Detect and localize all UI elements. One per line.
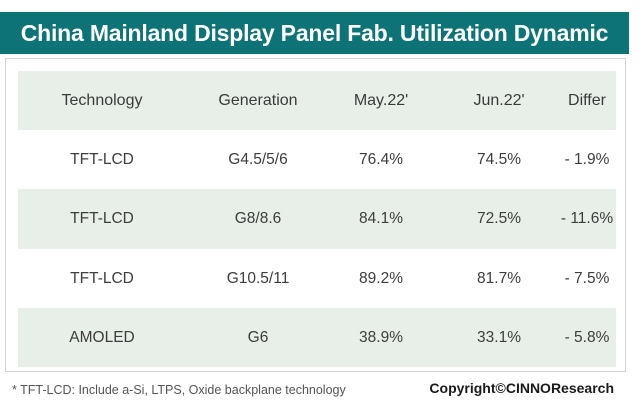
cell-differ: - 1.9% bbox=[564, 150, 610, 168]
cell-may: 84.1% bbox=[359, 210, 403, 227]
utilization-table: Technology Generation May.22' Jun.22' Di… bbox=[5, 58, 626, 372]
cell-technology: TFT-LCD bbox=[70, 150, 134, 168]
table-row: AMOLED G6 38.9% 33.1% - 5.8% bbox=[18, 308, 616, 367]
header-differ: Differ bbox=[568, 91, 606, 109]
copyright-notice: Copyright©CINNOResearch bbox=[429, 380, 614, 396]
cell-differ: - 7.5% bbox=[564, 269, 610, 287]
header-technology: Technology bbox=[61, 91, 143, 109]
cell-may: 38.9% bbox=[359, 328, 403, 346]
header-may: May.22' bbox=[353, 91, 409, 109]
cell-jun: 81.7% bbox=[477, 269, 521, 287]
footnote: * TFT-LCD: Include a-Si, LTPS, Oxide bac… bbox=[12, 383, 346, 397]
cell-jun: 72.5% bbox=[477, 210, 521, 227]
cell-generation: G6 bbox=[247, 328, 269, 346]
cell-differ: - 5.8% bbox=[564, 328, 610, 346]
header-generation: Generation bbox=[218, 91, 298, 109]
table-header-row: Technology Generation May.22' Jun.22' Di… bbox=[18, 71, 616, 130]
cell-technology: TFT-LCD bbox=[70, 210, 134, 227]
table-row: TFT-LCD G10.5/11 89.2% 81.7% - 7.5% bbox=[18, 249, 616, 308]
cell-generation: G8/8.6 bbox=[234, 210, 282, 227]
cell-differ: - 11.6% bbox=[560, 210, 614, 227]
cell-jun: 33.1% bbox=[477, 328, 521, 346]
header-jun: Jun.22' bbox=[473, 91, 525, 109]
cell-technology: TFT-LCD bbox=[70, 269, 134, 287]
cell-generation: G4.5/5/6 bbox=[228, 150, 288, 168]
cell-may: 76.4% bbox=[359, 150, 403, 168]
cell-may: 89.2% bbox=[359, 269, 403, 287]
cell-jun: 74.5% bbox=[477, 150, 521, 168]
table-row: TFT-LCD G8/8.6 84.1% 72.5% - 11.6% bbox=[18, 189, 616, 249]
page-title: China Mainland Display Panel Fab. Utiliz… bbox=[0, 12, 629, 54]
table-row: TFT-LCD G4.5/5/6 76.4% 74.5% - 1.9% bbox=[18, 130, 616, 189]
cell-technology: AMOLED bbox=[69, 328, 135, 346]
cell-generation: G10.5/11 bbox=[226, 269, 290, 287]
